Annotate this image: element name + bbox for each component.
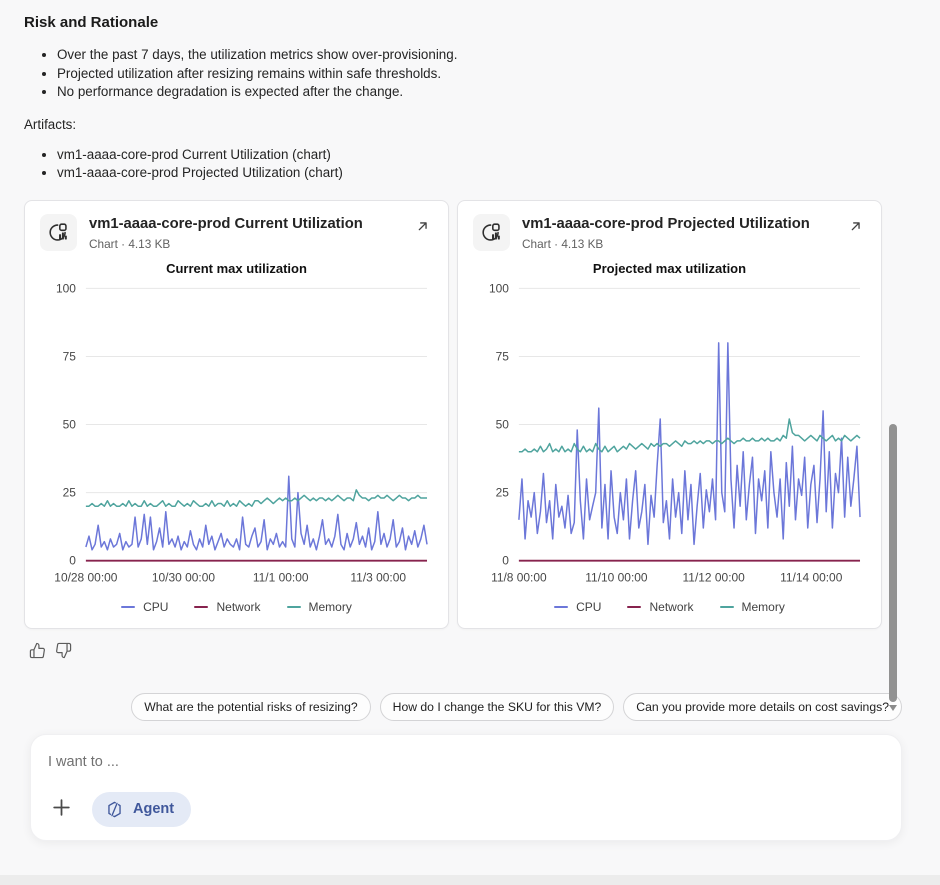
card-titles: vm1-aaaa-core-prod Current Utilization C… xyxy=(89,214,400,251)
thumbs-down-button[interactable] xyxy=(55,642,72,662)
artifact-cards-row: vm1-aaaa-core-prod Current Utilization C… xyxy=(24,199,882,629)
legend-item-memory: Memory xyxy=(719,600,785,614)
svg-text:50: 50 xyxy=(496,417,510,431)
svg-text:11/12 00:00: 11/12 00:00 xyxy=(683,570,746,584)
thumbs-up-button[interactable] xyxy=(29,642,46,662)
current-utilization-chart: 0 25 50 75 100 10/28 00:00 10/30 00:00 11/1 00:… xyxy=(54,281,428,584)
legend-item-memory: Memory xyxy=(286,600,352,614)
artifact-card-projected-utilization: vm1-aaaa-core-prod Projected Utilization… xyxy=(457,199,882,629)
svg-text:75: 75 xyxy=(496,349,510,363)
chart-title: Projected max utilization xyxy=(592,260,747,276)
plus-icon xyxy=(53,799,70,816)
pie-bar-chart-icon xyxy=(473,213,510,251)
pie-bar-chart-icon xyxy=(40,213,77,251)
svg-text:100: 100 xyxy=(489,281,509,295)
suggestion-chips-row: What are the potential risks of resizing… xyxy=(0,692,902,721)
expand-icon xyxy=(851,221,860,230)
page-bottom-strip xyxy=(0,875,940,885)
agent-icon xyxy=(108,801,121,817)
artifact-item: vm1-aaaa-core-prod Projected Utilization… xyxy=(57,164,940,182)
artifact-card-current-utilization: vm1-aaaa-core-prod Current Utilization C… xyxy=(24,199,449,629)
rationale-bullet: Over the past 7 days, the utilization me… xyxy=(57,46,940,65)
chat-input[interactable]: I want to ... xyxy=(48,753,119,770)
chart-legend: CPU Network Memory xyxy=(473,600,866,614)
suggestion-chip-cost-savings[interactable]: Can you provide more details on cost sav… xyxy=(623,692,902,721)
chart-title: Current max utilization xyxy=(166,260,307,276)
agent-button-label: Agent xyxy=(133,801,175,818)
rationale-bullet-list: Over the past 7 days, the utilization me… xyxy=(0,46,940,102)
card-meta: Chart · 4.13 KB xyxy=(522,236,604,251)
svg-text:11/10 00:00: 11/10 00:00 xyxy=(585,570,648,584)
svg-text:11/8 00:00: 11/8 00:00 xyxy=(491,570,547,584)
svg-text:25: 25 xyxy=(63,485,77,499)
card-title: vm1-aaaa-core-prod Projected Utilization xyxy=(522,215,810,232)
agent-mode-button[interactable]: Agent xyxy=(92,791,192,827)
expand-chart-button[interactable] xyxy=(845,216,866,240)
projected-utilization-chart: 0 25 50 75 100 11/8 00:00 11/10 00:00 11/12 00:… xyxy=(489,281,861,584)
rationale-bullet: No performance degradation is expected a… xyxy=(57,83,940,102)
svg-text:25: 25 xyxy=(496,485,510,499)
svg-text:0: 0 xyxy=(502,553,509,567)
svg-text:11/3 00:00: 11/3 00:00 xyxy=(350,570,406,584)
scrollbar-down-arrow-icon[interactable] xyxy=(889,705,897,711)
message-heading: Risk and Rationale xyxy=(24,14,159,31)
rationale-bullet: Projected utilization after resizing rem… xyxy=(57,65,940,84)
svg-text:0: 0 xyxy=(69,553,76,567)
svg-text:11/14 00:00: 11/14 00:00 xyxy=(780,570,843,584)
card-header: vm1-aaaa-core-prod Current Utilization C… xyxy=(40,213,433,251)
suggestion-chip-risks[interactable]: What are the potential risks of resizing… xyxy=(131,692,371,721)
svg-text:100: 100 xyxy=(56,281,76,295)
add-attachment-button[interactable] xyxy=(48,794,75,824)
legend-item-cpu: CPU xyxy=(554,600,601,614)
legend-item-network: Network xyxy=(627,600,694,614)
expand-chart-button[interactable] xyxy=(412,216,433,240)
chat-composer: I want to ... Agent xyxy=(30,733,902,841)
chart-legend: CPU Network Memory xyxy=(40,600,433,614)
svg-text:10/28 00:00: 10/28 00:00 xyxy=(54,570,117,584)
artifact-list: vm1-aaaa-core-prod Current Utilization (… xyxy=(0,146,940,183)
composer-actions: Agent xyxy=(48,791,192,827)
card-meta: Chart · 4.13 KB xyxy=(89,236,171,251)
card-title: vm1-aaaa-core-prod Current Utilization xyxy=(89,215,363,232)
svg-text:11/1 00:00: 11/1 00:00 xyxy=(253,570,309,584)
expand-icon xyxy=(418,221,427,230)
card-titles: vm1-aaaa-core-prod Projected Utilization… xyxy=(522,214,833,251)
artifacts-label: Artifacts: xyxy=(24,116,77,132)
svg-text:75: 75 xyxy=(63,349,77,363)
thumbs-down-icon xyxy=(56,642,72,658)
artifact-item: vm1-aaaa-core-prod Current Utilization (… xyxy=(57,146,940,164)
scrollbar-thumb[interactable] xyxy=(889,424,897,702)
suggestion-chip-change-sku[interactable]: How do I change the SKU for this VM? xyxy=(379,692,615,721)
legend-item-network: Network xyxy=(194,600,261,614)
thumbs-up-icon xyxy=(29,642,45,658)
message-feedback-row xyxy=(29,642,940,662)
svg-text:10/30 00:00: 10/30 00:00 xyxy=(152,570,215,584)
legend-item-cpu: CPU xyxy=(121,600,168,614)
card-header: vm1-aaaa-core-prod Projected Utilization… xyxy=(473,213,866,251)
svg-text:50: 50 xyxy=(63,417,77,431)
